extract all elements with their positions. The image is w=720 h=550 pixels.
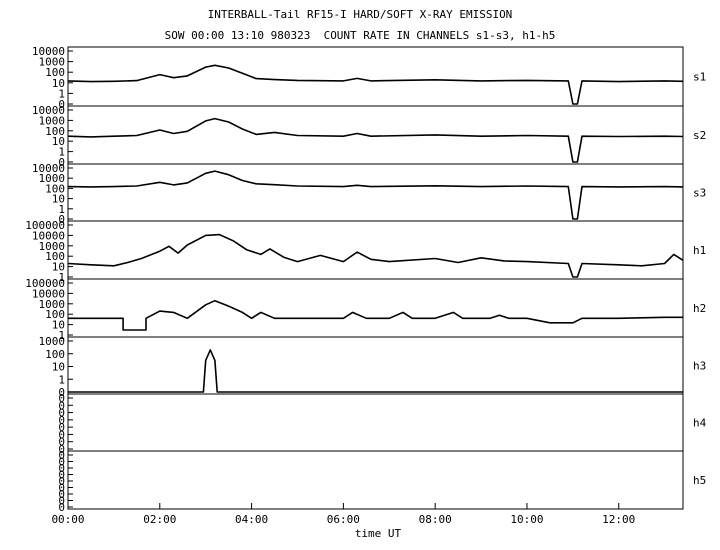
panel-label: h4	[693, 417, 707, 430]
x-tick-label: 12:00	[602, 513, 635, 526]
panel-frame	[67, 278, 684, 338]
series-line-h3	[68, 349, 683, 393]
panel-frame	[67, 220, 684, 280]
y-tick-label: 0	[58, 386, 65, 399]
y-tick-label: 10000	[32, 45, 65, 58]
x-tick-label: 08:00	[419, 513, 452, 526]
y-tick-label: 1	[58, 87, 65, 100]
y-tick-label: 0	[58, 392, 65, 405]
y-tick-label: 0	[58, 501, 65, 514]
chart-title: INTERBALL-Tail RF15-I HARD/SOFT X-RAY EM…	[207, 8, 513, 21]
y-tick-label: 1000	[39, 240, 66, 253]
x-tick-label: 02:00	[143, 513, 176, 526]
y-tick-label: 1	[58, 271, 65, 284]
panel-label: s2	[693, 129, 706, 142]
panel-frame	[67, 105, 684, 165]
x-tick-label: 10:00	[510, 513, 543, 526]
y-tick-label: 0	[58, 475, 65, 488]
y-tick-label: 10	[52, 193, 65, 206]
y-tick-label: 0	[58, 156, 65, 169]
chart-subtitle: SOW 00:00 13:10 980323 COUNT RATE IN CHA…	[164, 29, 556, 42]
y-tick-label: 100	[45, 182, 65, 195]
panel-frame	[67, 393, 684, 452]
panel-frame	[67, 450, 684, 510]
y-tick-label: 0	[58, 462, 65, 475]
y-tick-label: 10	[52, 135, 65, 148]
panel-label: h5	[693, 474, 706, 487]
y-tick-label: 0	[58, 482, 65, 495]
y-tick-label: 100	[45, 348, 65, 361]
y-tick-label: 100000	[25, 277, 65, 290]
series-line-h1	[67, 233, 684, 278]
panel-frame	[67, 336, 684, 395]
y-tick-label: 1	[58, 373, 65, 386]
y-tick-label: 0	[58, 407, 65, 420]
y-tick-label: 10000	[32, 104, 65, 117]
y-tick-label: 0	[58, 98, 65, 111]
panel-label: s3	[693, 187, 706, 200]
y-tick-label: 0	[58, 443, 65, 456]
y-tick-label: 0	[58, 456, 65, 469]
y-tick-label: 0	[58, 449, 65, 462]
y-tick-label: 10	[52, 77, 65, 90]
y-tick-label: 0	[58, 428, 65, 441]
y-tick-label: 1	[58, 146, 65, 159]
y-tick-label: 1000	[39, 114, 66, 127]
x-tick-label: 04:00	[235, 513, 268, 526]
y-tick-label: 0	[58, 436, 65, 449]
y-tick-label: 1000	[39, 56, 66, 69]
y-tick-label: 100000	[25, 219, 65, 232]
y-tick-label: 0	[58, 399, 65, 412]
y-tick-label: 100	[45, 308, 65, 321]
y-tick-label: 0	[58, 421, 65, 434]
x-tick-label: 06:00	[327, 513, 360, 526]
x-tick-label: 00:00	[51, 513, 84, 526]
y-tick-label: 10	[52, 361, 65, 374]
y-tick-label: 0	[58, 495, 65, 508]
series-line-h2	[68, 299, 683, 331]
y-tick-label: 10	[52, 261, 65, 274]
y-tick-label: 1	[58, 203, 65, 216]
panel-frame	[67, 163, 684, 222]
panel-label: h1	[693, 244, 706, 257]
y-tick-label: 0	[58, 414, 65, 427]
y-tick-label: 10	[52, 319, 65, 332]
series-line-s3	[67, 170, 684, 220]
y-tick-label: 0	[58, 488, 65, 501]
y-tick-label: 10000	[32, 287, 65, 300]
y-tick-label: 1000	[39, 172, 66, 185]
panel-label: h2	[693, 302, 706, 315]
x-axis-label: time UT	[355, 527, 402, 540]
panel-label: h3	[693, 360, 706, 373]
y-tick-label: 1000	[39, 335, 66, 348]
y-tick-label: 1000	[39, 298, 66, 311]
y-tick-label: 10000	[32, 162, 65, 175]
panel-frame	[67, 46, 684, 107]
y-tick-label: 1	[58, 329, 65, 342]
y-tick-label: 10000	[32, 229, 65, 242]
panel-label: s1	[693, 71, 706, 84]
y-tick-label: 0	[58, 213, 65, 226]
y-tick-label: 100	[45, 250, 65, 263]
series-line-s2	[67, 117, 684, 163]
y-tick-label: 0	[58, 469, 65, 482]
y-tick-label: 100	[45, 125, 65, 138]
series-line-s1	[67, 64, 684, 105]
y-tick-label: 100	[45, 66, 65, 79]
